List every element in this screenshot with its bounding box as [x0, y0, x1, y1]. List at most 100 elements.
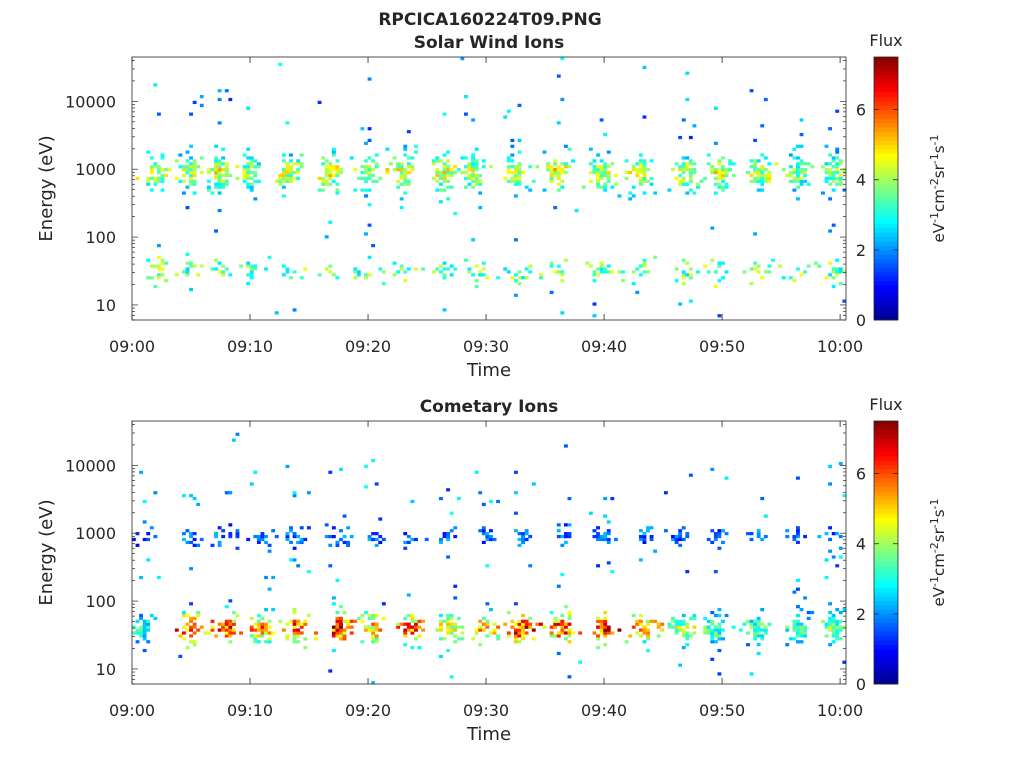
heatmap-cell	[506, 159, 511, 163]
heatmap-cell	[442, 532, 447, 536]
heatmap-cell	[753, 232, 758, 236]
heatmap-cell	[606, 176, 611, 181]
heatmap-cell	[799, 179, 804, 183]
heatmap-cell	[342, 540, 347, 545]
heatmap-cell	[371, 532, 376, 536]
heatmap-cell	[446, 648, 451, 653]
heatmap-cell	[478, 628, 483, 632]
heatmap-cell	[549, 625, 554, 629]
heatmap-cell	[474, 264, 479, 268]
heatmap-cell	[556, 634, 561, 638]
heatmap-cell	[406, 165, 411, 169]
heatmap-cell	[160, 267, 165, 271]
heatmap-cell	[796, 185, 800, 189]
heatmap-cell	[749, 622, 754, 626]
heatmap-cell	[560, 97, 565, 102]
heatmap-cell	[385, 147, 390, 151]
heatmap-cell	[603, 628, 608, 632]
colorbar-swatch	[874, 434, 898, 439]
heatmap-cell	[235, 432, 240, 436]
heatmap-cell	[513, 179, 518, 183]
heatmap-cell	[835, 273, 840, 277]
heatmap-cell	[553, 634, 558, 638]
heatmap-cell	[342, 610, 347, 615]
heatmap-cell	[631, 168, 636, 172]
x-tick-label: 09:50	[699, 337, 745, 356]
heatmap-cell	[817, 264, 822, 268]
colorbar-swatch	[874, 451, 898, 457]
heatmap-cell	[228, 532, 233, 536]
heatmap-cell	[410, 156, 415, 160]
heatmap-cell	[603, 170, 608, 175]
heatmap-cell	[410, 499, 415, 504]
heatmap-cell	[331, 273, 336, 277]
heatmap-cell	[685, 631, 690, 635]
colorbar-swatch	[874, 469, 898, 474]
heatmap-cell	[403, 643, 408, 647]
heatmap-cell	[414, 144, 418, 148]
heatmap-cell	[606, 625, 611, 629]
heatmap-cell	[299, 540, 304, 545]
heatmap-cell	[478, 643, 483, 647]
heatmap-cell	[364, 176, 368, 181]
heatmap-cell	[160, 153, 165, 157]
heatmap-cell	[274, 534, 279, 539]
heatmap-cell	[631, 270, 636, 274]
heatmap-cell	[692, 625, 697, 629]
heatmap-cell	[135, 543, 140, 547]
heatmap-cell	[549, 170, 554, 175]
heatmap-cell	[142, 648, 147, 653]
heatmap-cell	[642, 65, 647, 69]
heatmap-cell	[217, 182, 222, 186]
heatmap-cell	[335, 165, 340, 169]
heatmap-cell	[442, 534, 447, 539]
heatmap-cell	[824, 575, 829, 580]
heatmap-cell	[285, 162, 290, 166]
heatmap-cell	[606, 532, 611, 536]
heatmap-cell	[271, 529, 276, 533]
heatmap-cell	[442, 308, 447, 312]
heatmap-cell	[835, 109, 840, 113]
heatmap-cell	[339, 537, 343, 542]
heatmap-cell	[249, 276, 254, 280]
heatmap-cell	[246, 168, 251, 172]
heatmap-cell	[628, 634, 633, 638]
heatmap-cell	[588, 179, 593, 183]
heatmap-cell	[471, 238, 476, 242]
heatmap-cell	[788, 276, 793, 280]
colorbar-tick-label: 0	[856, 311, 866, 330]
colorbar-swatch	[874, 140, 898, 146]
heatmap-cell	[160, 261, 165, 265]
heatmap-cell	[749, 282, 754, 286]
heatmap-cell	[556, 74, 561, 78]
heatmap-cell	[567, 147, 572, 151]
heatmap-cell	[446, 185, 451, 189]
heatmap-cell	[603, 514, 608, 518]
heatmap-cell	[606, 165, 611, 169]
heatmap-cell	[292, 640, 297, 644]
heatmap-cell	[596, 625, 600, 629]
heatmap-cell	[378, 176, 383, 181]
heatmap-cell	[756, 625, 761, 629]
heatmap-cell	[246, 106, 251, 110]
heatmap-cell	[403, 153, 408, 157]
heatmap-cell	[599, 622, 604, 626]
heatmap-cell	[267, 619, 272, 623]
heatmap-cell	[174, 176, 179, 181]
heatmap-cell	[199, 94, 204, 99]
heatmap-cell	[571, 631, 575, 635]
heatmap-cell	[638, 162, 643, 166]
heatmap-cell	[721, 173, 725, 178]
units-base: sr	[930, 527, 948, 542]
heatmap-cell	[399, 173, 404, 178]
heatmap-cell	[189, 634, 193, 638]
heatmap-cell	[189, 173, 193, 178]
heatmap-cell	[481, 502, 486, 507]
heatmap-cell	[342, 631, 347, 635]
heatmap-cell	[231, 622, 236, 626]
heatmap-cell	[224, 619, 229, 623]
heatmap-cell	[710, 165, 715, 169]
heatmap-cell	[360, 170, 365, 175]
heatmap-cell	[174, 273, 179, 277]
heatmap-cell	[153, 182, 158, 186]
